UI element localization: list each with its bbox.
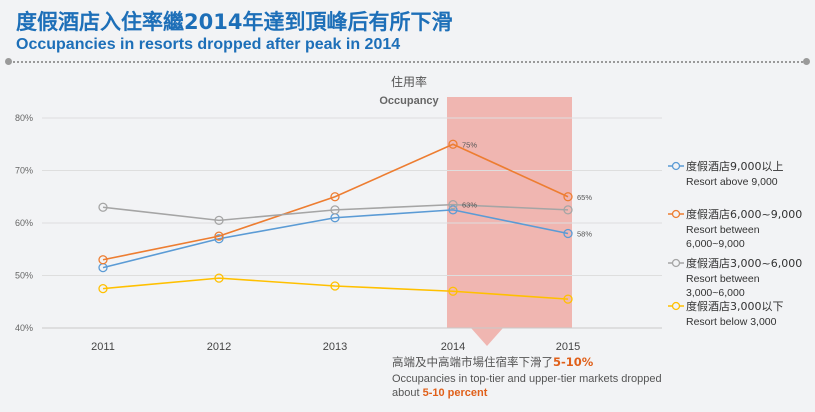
annotation-zh-highlight: 5-10% — [553, 355, 594, 369]
annotation-en-highlight: 5-10 percent — [422, 387, 488, 399]
legend-label-zh: 度假酒店3,000~6,000 — [686, 257, 803, 270]
data-point — [98, 202, 108, 212]
x-axis-ticks: 2011 2012 2013 2014 2015 — [91, 341, 580, 353]
annotation-en-line2: about 5-10 percent — [392, 387, 487, 399]
series-lines — [98, 139, 573, 304]
data-labels: 75% 63% 65% 58% — [462, 140, 592, 238]
data-point — [563, 228, 573, 239]
title-divider — [8, 61, 807, 63]
data-point — [448, 286, 458, 296]
data-point — [563, 205, 573, 215]
legend-label-zh: 度假酒店9,000以上 — [686, 160, 784, 173]
data-label: 65% — [577, 193, 592, 202]
y-axis-ticks: 40% 50% 60% 70% 80% — [15, 113, 33, 333]
highlight-arrow — [471, 328, 503, 346]
data-label: 58% — [577, 230, 592, 239]
x-tick-label: 2013 — [323, 341, 347, 353]
data-point — [214, 231, 224, 241]
legend-label-zh: 度假酒店6,000~9,000 — [686, 208, 803, 221]
series-line — [102, 209, 569, 269]
legend-marker — [668, 301, 684, 311]
series-line — [102, 277, 569, 300]
y-tick-label: 70% — [15, 166, 33, 176]
annotation-en-prefix: about — [392, 387, 423, 399]
data-point — [448, 139, 458, 149]
y-tick-label: 40% — [15, 323, 33, 333]
legend-label-zh: 度假酒店3,000以下 — [686, 300, 784, 313]
legend-label-en: Resort between 3,000~6,000 — [686, 273, 760, 299]
data-point — [214, 215, 224, 226]
data-point — [214, 234, 224, 244]
data-point — [563, 192, 573, 202]
legend-label-en: Resort between 6,000~9,000 — [686, 224, 760, 250]
data-point — [448, 199, 458, 210]
page-title-en: Occupancies in resorts dropped after pea… — [16, 36, 401, 53]
y-tick-label: 60% — [15, 218, 33, 228]
data-point — [330, 281, 340, 291]
data-point — [98, 255, 108, 265]
divider-dot-left — [5, 58, 12, 65]
gridlines — [42, 117, 662, 329]
data-point — [330, 205, 340, 215]
page-title-zh: 度假酒店入住率繼2014年達到頂峰后有所下滑 — [16, 10, 453, 34]
data-point — [214, 273, 224, 283]
legend-marker — [668, 161, 684, 171]
legend-label-en: Resort below 3,000 — [686, 316, 777, 328]
divider-dot-right — [803, 58, 810, 65]
data-point — [563, 294, 573, 304]
data-point — [448, 205, 458, 215]
data-label: 75% — [462, 140, 477, 149]
data-point — [98, 283, 108, 294]
chart-title-zh: 住用率 — [391, 74, 427, 89]
series-line — [102, 203, 569, 222]
x-tick-label: 2012 — [207, 341, 231, 353]
series-line — [102, 143, 569, 261]
x-tick-label: 2014 — [441, 341, 465, 353]
legend-marker — [668, 209, 684, 219]
x-tick-label: 2011 — [91, 341, 115, 353]
y-tick-label: 80% — [15, 113, 33, 123]
annotation-zh: 高端及中高端市場住宿率下滑了5-10% — [392, 354, 593, 370]
data-label: 63% — [462, 201, 477, 210]
annotation-zh-text: 高端及中高端市場住宿率下滑了 — [392, 355, 553, 369]
chart-title-en: Occupancy — [379, 95, 439, 107]
legend-marker — [668, 258, 684, 268]
data-point — [330, 192, 340, 202]
legend-label-en: Resort above 9,000 — [686, 176, 778, 188]
x-tick-label: 2015 — [556, 341, 580, 353]
y-tick-label: 50% — [15, 271, 33, 281]
annotation-en-line1: Occupancies in top-tier and upper-tier m… — [392, 373, 662, 385]
